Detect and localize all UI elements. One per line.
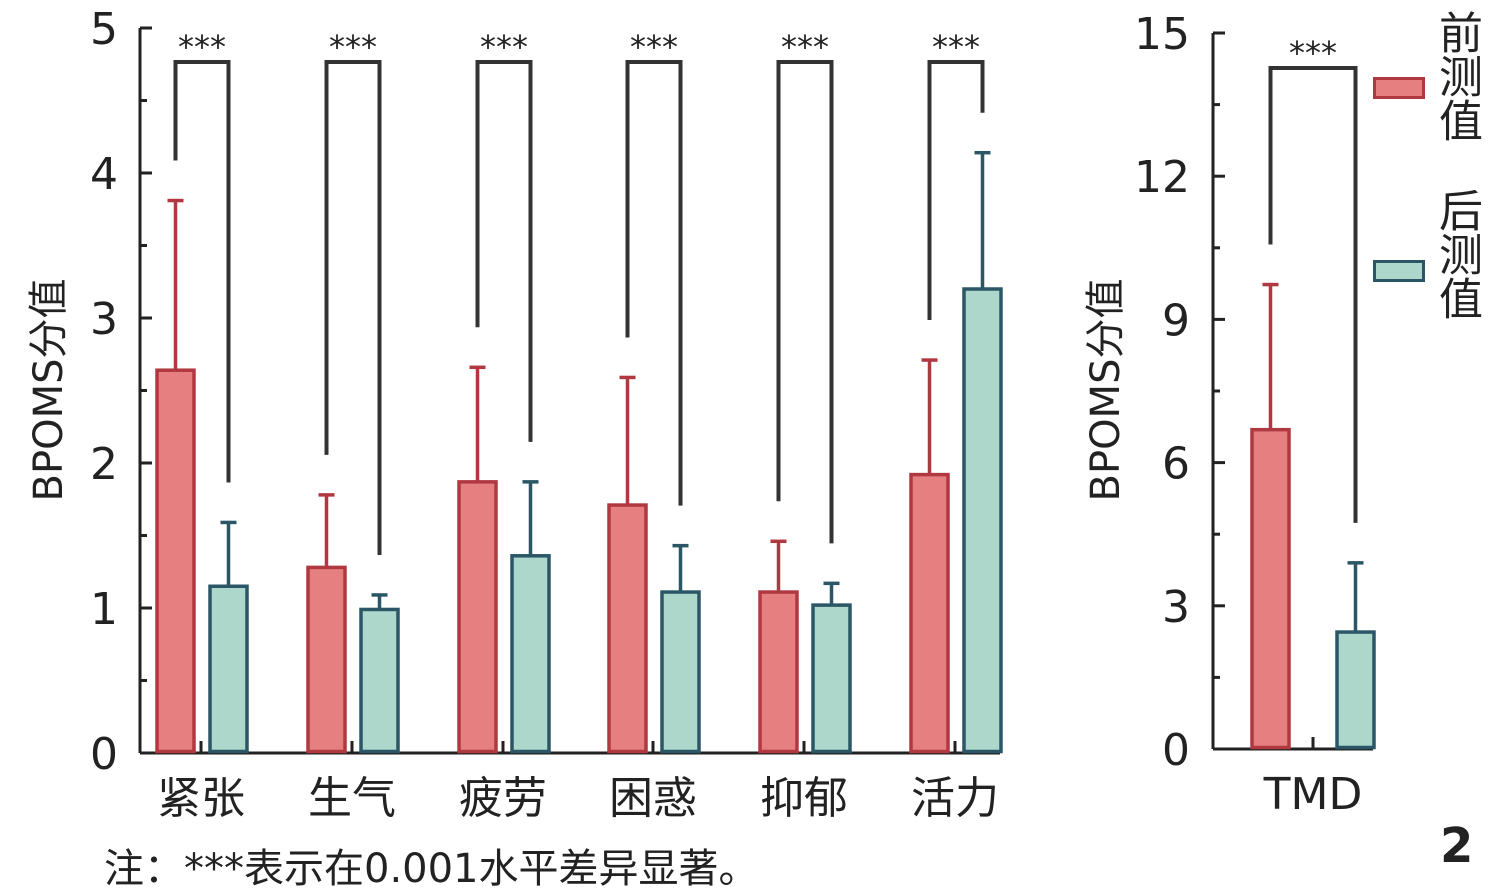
y-tick-label: 1 bbox=[90, 584, 118, 635]
significance-bracket bbox=[1268, 66, 1358, 523]
significance-bracket bbox=[625, 60, 683, 506]
significance-label: *** bbox=[781, 28, 829, 66]
significance-label: *** bbox=[178, 28, 226, 66]
significance-bracket bbox=[173, 60, 231, 483]
significance-bracket bbox=[475, 60, 533, 442]
pre-bar bbox=[758, 590, 799, 754]
x-tick-label: 抑郁 bbox=[760, 773, 848, 824]
post-bar bbox=[811, 603, 852, 754]
legend-post-swatch bbox=[1373, 260, 1425, 282]
y-tick-label: 2 bbox=[90, 439, 118, 490]
significance-label: *** bbox=[630, 28, 678, 66]
significance-label: *** bbox=[329, 28, 377, 66]
x-tick-label: 紧张 bbox=[157, 773, 245, 824]
x-tick-label: 疲劳 bbox=[459, 773, 547, 824]
x-tick-label: 困惑 bbox=[609, 773, 697, 824]
y-tick-label: 12 bbox=[1134, 152, 1190, 203]
significance-bracket bbox=[776, 60, 834, 544]
y-axis-label: BPOMS分值 bbox=[1083, 279, 1129, 502]
post-bar bbox=[660, 590, 701, 754]
y-tick-label: 15 bbox=[1134, 9, 1190, 60]
legend-post-label: 后测值 bbox=[1431, 188, 1482, 320]
significance-bracket bbox=[324, 60, 382, 555]
footnote: 注：***表示在0.001水平差异显著。 bbox=[104, 846, 759, 892]
post-bar bbox=[962, 287, 1003, 754]
significance-bracket bbox=[927, 60, 985, 321]
y-tick-label: 3 bbox=[1162, 582, 1190, 633]
pre-bar bbox=[306, 565, 347, 754]
y-tick-label: 9 bbox=[1162, 295, 1190, 346]
legend-pre-label: 前测值 bbox=[1431, 10, 1482, 142]
post-bar bbox=[208, 584, 249, 754]
figure-number: 2 bbox=[1440, 818, 1474, 874]
pre-bar bbox=[155, 368, 196, 754]
significance-label: *** bbox=[1289, 34, 1337, 72]
y-tick-label: 4 bbox=[90, 149, 118, 200]
significance-label: *** bbox=[480, 28, 528, 66]
post-bar bbox=[359, 607, 400, 754]
post-bar bbox=[1335, 630, 1376, 750]
y-tick-label: 0 bbox=[1162, 725, 1190, 776]
x-tick-label: 生气 bbox=[308, 773, 396, 824]
y-tick-label: 3 bbox=[90, 294, 118, 345]
y-tick-label: 6 bbox=[1162, 439, 1190, 490]
y-tick-label: 0 bbox=[90, 729, 118, 780]
x-tick-label: TMD bbox=[1263, 769, 1363, 820]
y-axis-label: BPOMS分值 bbox=[26, 279, 72, 502]
pre-bar bbox=[1250, 427, 1291, 750]
post-bar bbox=[510, 554, 551, 754]
pre-bar bbox=[909, 472, 950, 754]
significance-label: *** bbox=[932, 28, 980, 66]
pre-bar bbox=[457, 480, 498, 754]
y-tick-label: 5 bbox=[90, 4, 118, 55]
x-tick-label: 活力 bbox=[911, 773, 999, 824]
legend-pre-swatch bbox=[1373, 77, 1425, 99]
pre-bar bbox=[607, 503, 648, 754]
